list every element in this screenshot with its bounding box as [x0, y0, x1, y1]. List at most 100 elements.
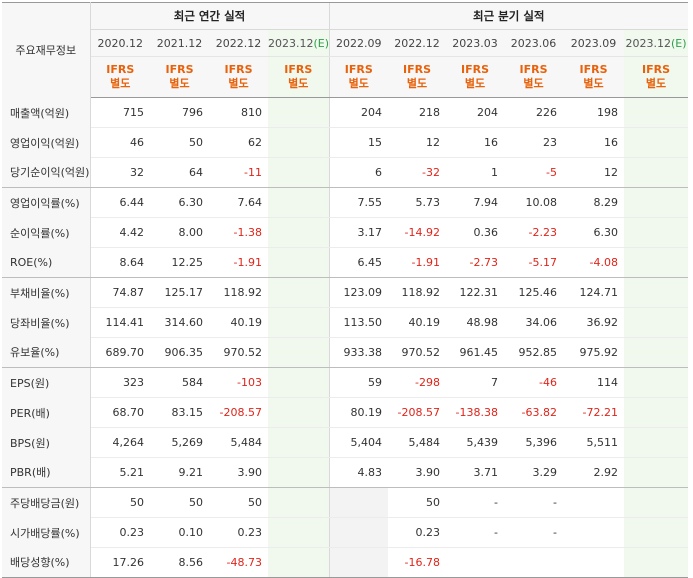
table-cell: -48.73 — [209, 547, 268, 578]
table-cell: 0.36 — [446, 217, 504, 248]
estimate-marker: (E) — [313, 36, 330, 50]
row-label: 주당배당금(원) — [2, 487, 91, 518]
table-cell: 46 — [90, 127, 150, 158]
period-label: 2023.03 — [452, 36, 498, 50]
table-cell: -46 — [504, 367, 563, 398]
table-cell: 48.98 — [446, 307, 504, 338]
ifrs-basis-label: IFRS 별도 — [563, 56, 624, 98]
separate-basis-line: 별도 — [523, 77, 544, 90]
quarter-section-title: 최근 분기 실적 — [328, 2, 688, 30]
table-cell — [624, 97, 688, 128]
table-cell — [624, 487, 688, 518]
table-cell: 23 — [504, 127, 563, 158]
table-cell: 5,484 — [209, 427, 268, 458]
period-header-row: 2020.12 2021.12 2022.12 2023.12(E) 2022.09 20… — [2, 29, 688, 57]
table-cell — [268, 307, 329, 338]
table-cell: -72.21 — [563, 397, 624, 428]
table-cell: 961.45 — [446, 337, 504, 368]
table-cell: - — [446, 487, 504, 518]
table-cell: -2.73 — [446, 247, 504, 278]
ifrs-line: IFRS — [519, 63, 548, 76]
table-row: 영업이익(억원) 46 50 62 15 12 16 23 16 — [2, 127, 688, 158]
table-cell: 124.71 — [563, 277, 624, 308]
table-cell — [563, 487, 624, 518]
table-cell: 906.35 — [150, 337, 209, 368]
table-cell — [268, 97, 329, 128]
period-header-quarter: 2023.06 — [504, 29, 563, 57]
financial-table-body: 매출액(억원) 715 796 810 204 218 204 226 198 영업이익(억원) 4… — [2, 97, 688, 578]
table-cell: 5,484 — [388, 427, 446, 458]
table-cell: 6.45 — [328, 247, 388, 278]
table-cell: 50 — [150, 487, 209, 518]
ifrs-line: IFRS — [642, 63, 670, 76]
table-cell: 5,511 — [563, 427, 624, 458]
table-cell — [268, 217, 329, 248]
table-cell: 3.17 — [328, 217, 388, 248]
table-cell: 125.46 — [504, 277, 563, 308]
table-cell: 970.52 — [388, 337, 446, 368]
table-cell: 8.00 — [150, 217, 209, 248]
separate-basis-line: 별도 — [228, 77, 249, 90]
row-label: PER(배) — [2, 397, 91, 428]
table-row: ROE(%) 8.64 12.25 -1.91 6.45 -1.91 -2.73 -5.17-… — [2, 247, 688, 278]
table-cell: - — [504, 487, 563, 518]
table-cell: 6.30 — [563, 217, 624, 248]
table-cell: 68.70 — [90, 397, 150, 428]
period-label: 2023.09 — [570, 36, 617, 50]
table-cell — [563, 547, 624, 578]
table-cell: 118.92 — [209, 277, 268, 308]
ifrs-line: IFRS — [224, 63, 253, 76]
table-cell: 204 — [328, 97, 388, 128]
row-label: 영업이익(억원) — [2, 127, 91, 158]
table-cell — [624, 337, 688, 368]
ifrs-basis-label: IFRS 별도 — [150, 56, 209, 98]
table-cell — [624, 367, 688, 398]
table-cell — [624, 397, 688, 428]
ifrs-line: IFRS — [165, 63, 194, 76]
table-cell: 975.92 — [563, 337, 624, 368]
period-label: 2023.06 — [510, 36, 557, 50]
row-label: EPS(원) — [2, 367, 91, 398]
table-cell: 40.19 — [209, 307, 268, 338]
table-cell: -16.78 — [388, 547, 446, 578]
table-cell: 314.60 — [150, 307, 209, 338]
table-cell: 3.29 — [504, 457, 563, 488]
table-cell: 715 — [90, 97, 150, 128]
table-cell: - — [446, 517, 504, 548]
row-label: PBR(배) — [2, 457, 91, 488]
table-cell: 12 — [563, 157, 624, 188]
table-cell: 8.29 — [563, 187, 624, 218]
ifrs-basis-label: IFRS 별도 — [624, 56, 688, 98]
period-label: 2023.12 — [625, 36, 671, 50]
separate-basis-line: 별도 — [169, 77, 190, 90]
ifrs-basis-label: IFRS 별도 — [209, 56, 268, 98]
table-cell: 32 — [90, 157, 150, 188]
table-cell — [624, 517, 688, 548]
table-cell: 62 — [209, 127, 268, 158]
table-cell: -14.92 — [388, 217, 446, 248]
period-header-quarter: 2023.03 — [446, 29, 504, 57]
table-cell: 4,264 — [90, 427, 150, 458]
table-cell: 1 — [446, 157, 504, 188]
table-cell: 5,269 — [150, 427, 209, 458]
table-cell: 0.23 — [388, 517, 446, 548]
table-cell: -5 — [504, 157, 563, 188]
table-row: 배당성향(%) 17.26 8.56 -48.73 -16.78 — [2, 547, 688, 578]
ifrs-line: IFRS — [344, 63, 373, 76]
row-label: BPS(원) — [2, 427, 91, 458]
table-cell — [268, 457, 329, 488]
table-cell: 7.64 — [209, 187, 268, 218]
period-label: 2022.09 — [336, 36, 382, 50]
row-label: 당좌비율(%) — [2, 307, 91, 338]
table-cell — [268, 127, 329, 158]
table-cell: -103 — [209, 367, 268, 398]
table-cell: 7.55 — [328, 187, 388, 218]
table-cell — [624, 547, 688, 578]
table-row: PBR(배) 5.21 9.21 3.90 4.83 3.90 3.71 3.29 2.92 — [2, 457, 688, 488]
table-row: 매출액(억원) 715 796 810 204 218 204 226 198 — [2, 97, 688, 128]
separate-basis-line: 별도 — [348, 77, 369, 90]
table-cell: 226 — [504, 97, 563, 128]
table-cell: 12 — [388, 127, 446, 158]
table-cell: 4.83 — [328, 457, 388, 488]
